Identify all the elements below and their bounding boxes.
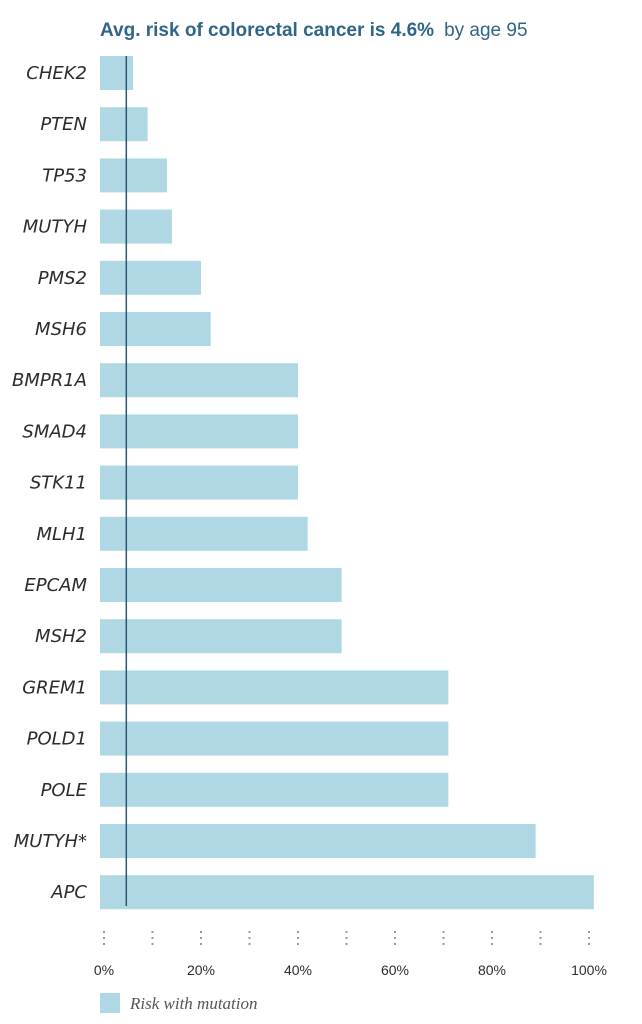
bar-apc	[100, 875, 594, 910]
category-label: SMAD4	[22, 421, 87, 442]
category-label: CHEK2	[26, 63, 87, 84]
chart-title-main: Avg. risk of colorectal cancer is 4.6%	[100, 20, 434, 41]
category-label: TP53	[42, 165, 87, 186]
category-label: GREM1	[22, 677, 87, 698]
x-axis-tick-label: 80%	[478, 962, 506, 978]
legend-swatch	[100, 993, 120, 1013]
bar-msh6	[100, 312, 211, 346]
category-label: PTEN	[40, 114, 87, 135]
category-label: EPCAM	[24, 575, 87, 596]
bar-pms2	[100, 260, 201, 295]
bar-stk11	[100, 465, 298, 500]
bar-smad4	[100, 414, 298, 449]
bar-chek2	[100, 56, 134, 90]
category-label: MLH1	[36, 524, 87, 545]
legend-label: Risk with mutation	[129, 994, 258, 1013]
category-labels-group: CHEK2 PTEN TP53 MUTYH PMS2 MSH6 BMPR1A SMAD4 STK…	[12, 63, 88, 903]
category-label: POLD1	[27, 729, 87, 750]
chart-title: Avg. risk of colorectal cancer is 4.6% b…	[100, 20, 528, 41]
category-label: APC	[50, 882, 87, 903]
bar-bmpr1a	[100, 363, 298, 398]
x-axis-tick-label: 60%	[381, 962, 409, 978]
x-axis-tick-label: 100%	[571, 962, 607, 978]
bar-pten	[100, 107, 148, 142]
x-axis-tick-labels-group: 0% 20% 40% 60% 80% 100%	[94, 962, 607, 978]
bar-mutyh-asterisk	[100, 824, 536, 858]
bar-pole	[100, 772, 449, 807]
bars-group	[100, 56, 594, 910]
category-label: POLE	[41, 780, 88, 801]
category-label: MSH2	[35, 626, 87, 647]
category-label: MUTYH	[23, 217, 88, 238]
bar-epcam	[100, 568, 342, 602]
x-axis-ticks-group	[103, 931, 590, 946]
bar-tp53	[100, 158, 168, 193]
category-label: STK11	[30, 473, 87, 494]
bar-mutyh	[100, 209, 172, 244]
chart-title-suffix: by age 95	[444, 20, 527, 41]
category-label: PMS2	[38, 268, 87, 289]
bar-mlh1	[100, 516, 308, 551]
bar-msh2	[100, 619, 342, 654]
x-axis-tick-label: 40%	[284, 962, 312, 978]
category-label: BMPR1A	[12, 370, 87, 391]
bar-pold1	[100, 721, 449, 756]
legend: Risk with mutation	[100, 993, 258, 1013]
category-label: MSH6	[35, 319, 87, 340]
bar-grem1	[100, 670, 449, 705]
category-label: MUTYH*	[14, 831, 87, 852]
x-axis-tick-label: 20%	[187, 962, 215, 978]
x-axis-tick-label: 0%	[94, 962, 114, 978]
